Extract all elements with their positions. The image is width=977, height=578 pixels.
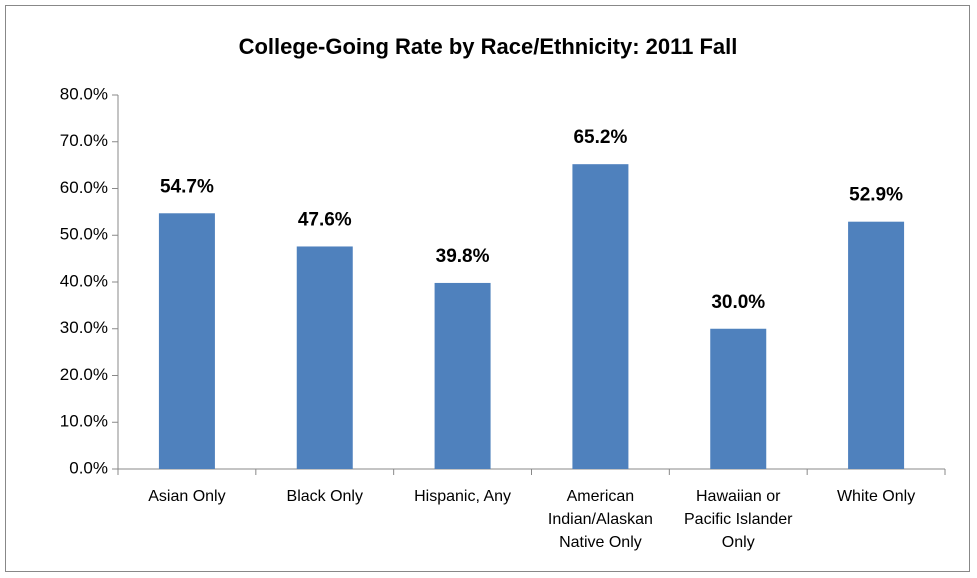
y-tick-label: 80.0% — [60, 84, 108, 103]
y-tick-label: 40.0% — [60, 271, 108, 290]
y-tick-label: 10.0% — [60, 412, 108, 431]
value-label: 39.8% — [436, 246, 490, 267]
x-tick-label: American Indian/Alaskan Native Only — [548, 488, 653, 551]
bar — [572, 164, 629, 469]
x-tick-label: Asian Only — [148, 488, 225, 505]
value-label: 52.9% — [849, 185, 903, 206]
value-label: 65.2% — [573, 127, 627, 148]
bar — [434, 282, 491, 469]
y-tick-label: 0.0% — [69, 458, 108, 477]
y-tick-label: 20.0% — [60, 365, 108, 384]
bar — [158, 213, 215, 469]
bar — [710, 328, 767, 469]
value-label: 30.0% — [711, 292, 765, 313]
y-tick-label: 70.0% — [60, 131, 108, 150]
y-tick-label: 60.0% — [60, 178, 108, 197]
value-label: 54.7% — [160, 176, 214, 197]
value-label: 47.6% — [298, 209, 352, 230]
x-tick-label: White Only — [837, 488, 915, 505]
y-tick-label: 30.0% — [60, 318, 108, 337]
x-tick-label: Black Only — [287, 488, 363, 505]
bar — [848, 221, 905, 469]
x-tick-label: Hawaiian or Pacific Islander Only — [684, 488, 793, 551]
bar — [296, 246, 353, 469]
x-tick-label: Hispanic, Any — [414, 488, 511, 505]
chart-title: College-Going Rate by Race/Ethnicity: 20… — [239, 34, 738, 59]
y-tick-label: 50.0% — [60, 225, 108, 244]
